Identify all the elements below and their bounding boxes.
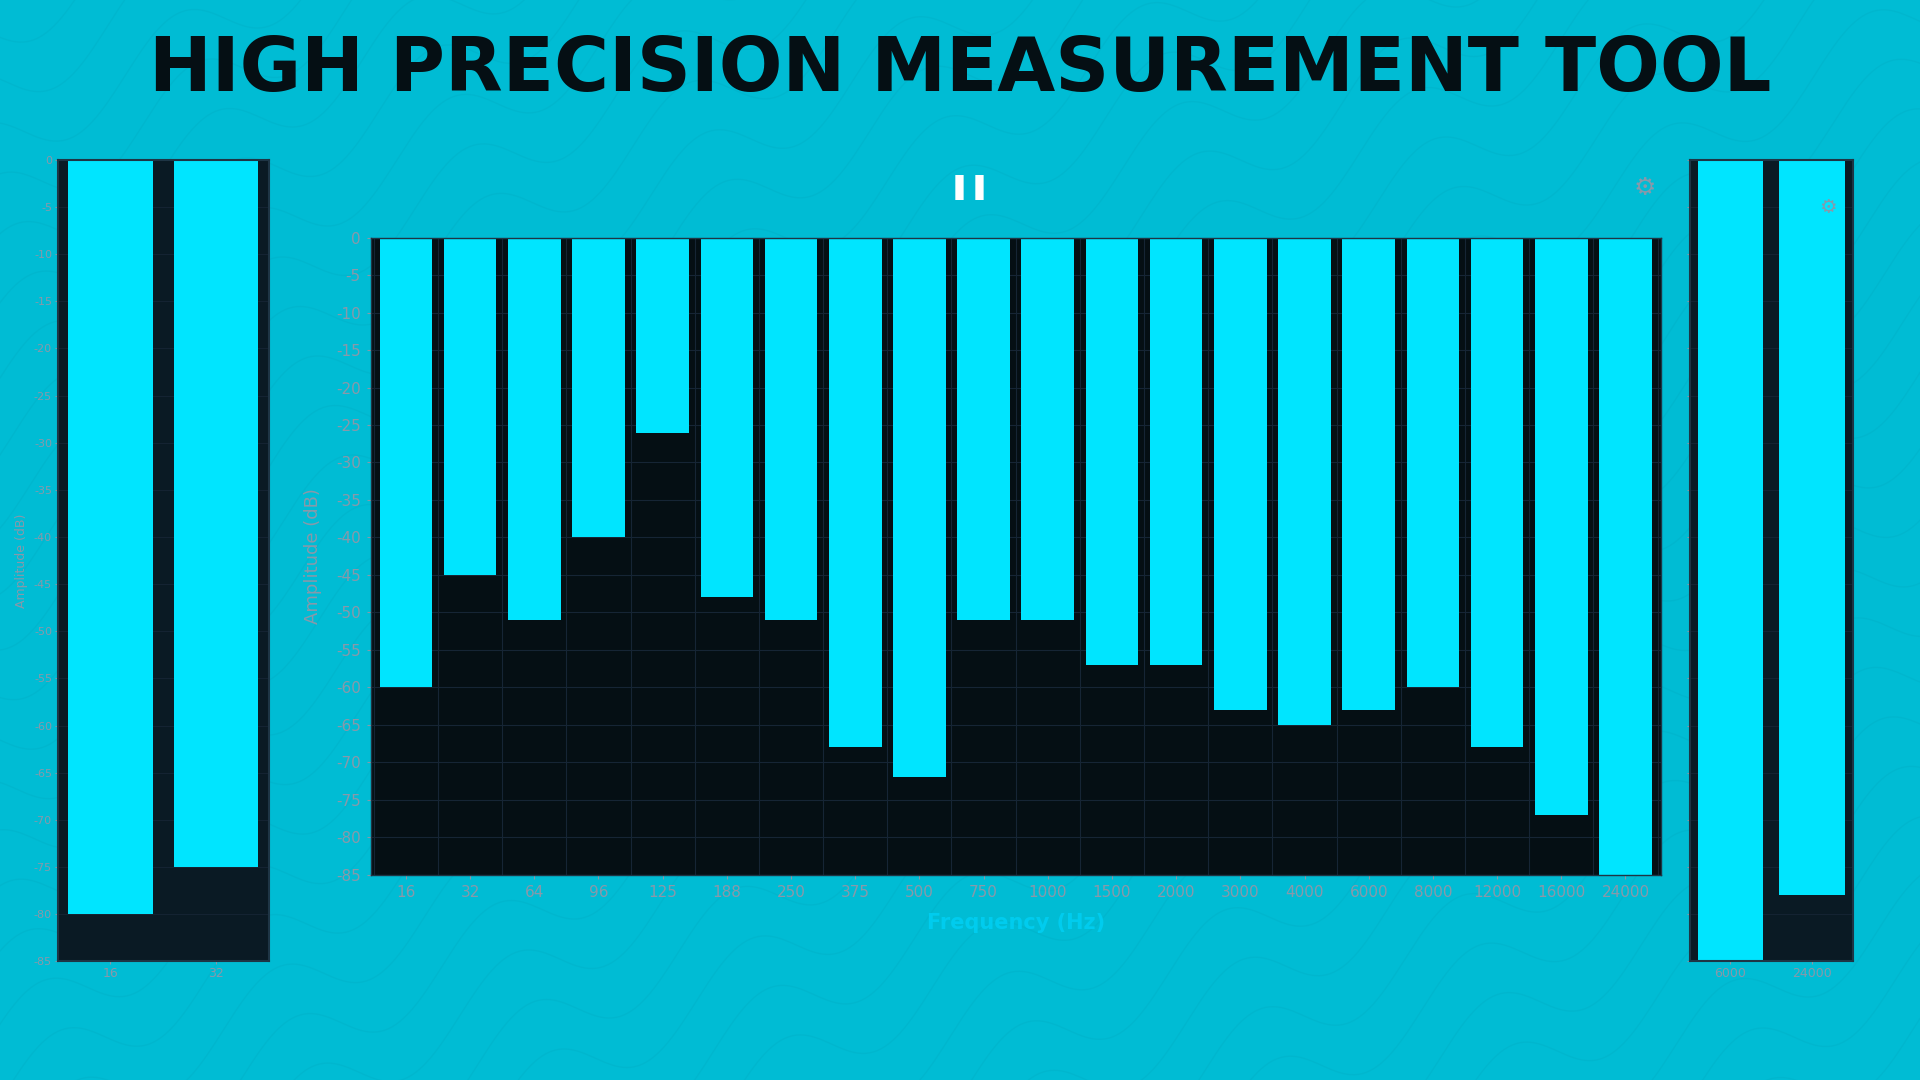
Bar	[1599, 238, 1651, 875]
Bar	[1279, 238, 1331, 725]
Y-axis label: Amplitude (dB): Amplitude (dB)	[303, 488, 323, 624]
Bar	[1021, 238, 1073, 620]
Bar	[509, 238, 561, 620]
Bar	[1407, 238, 1459, 687]
Bar	[380, 238, 432, 687]
Bar	[1213, 238, 1267, 710]
Bar	[701, 238, 753, 597]
Bar	[1534, 238, 1588, 814]
Bar	[958, 238, 1010, 620]
Bar	[893, 238, 947, 778]
Bar	[173, 160, 257, 867]
Text: ⚙: ⚙	[1634, 176, 1655, 200]
Bar	[572, 238, 624, 538]
Bar	[1085, 238, 1139, 665]
Bar	[636, 238, 689, 432]
Bar	[69, 160, 154, 914]
Bar	[444, 238, 497, 575]
Bar	[1697, 160, 1763, 961]
Text: ❚❚: ❚❚	[948, 175, 991, 201]
Bar	[1150, 238, 1202, 665]
Bar	[764, 238, 818, 620]
Y-axis label: Amplitude (dB): Amplitude (dB)	[15, 513, 29, 608]
X-axis label: Frequency (Hz): Frequency (Hz)	[927, 914, 1104, 933]
Bar	[1780, 160, 1845, 895]
Text: HIGH PRECISION MEASUREMENT TOOL: HIGH PRECISION MEASUREMENT TOOL	[150, 33, 1770, 107]
Bar	[1342, 238, 1396, 710]
Bar	[1471, 238, 1523, 747]
Bar	[829, 238, 881, 747]
Text: ⚙: ⚙	[1818, 198, 1836, 217]
